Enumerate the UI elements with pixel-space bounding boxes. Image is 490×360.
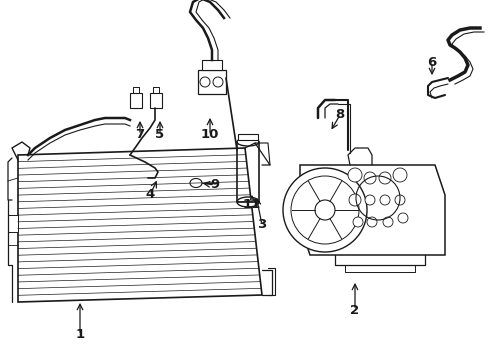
Circle shape: [398, 213, 408, 223]
Circle shape: [395, 195, 405, 205]
Circle shape: [367, 217, 377, 227]
Circle shape: [364, 172, 376, 184]
Ellipse shape: [237, 138, 259, 146]
Text: 3: 3: [257, 219, 267, 231]
Circle shape: [283, 168, 367, 252]
Circle shape: [315, 200, 335, 220]
Ellipse shape: [237, 197, 259, 207]
Polygon shape: [300, 165, 445, 255]
Circle shape: [353, 217, 363, 227]
Circle shape: [380, 195, 390, 205]
Text: 10: 10: [201, 129, 219, 141]
Text: 8: 8: [335, 108, 344, 122]
Circle shape: [365, 195, 375, 205]
Circle shape: [379, 172, 391, 184]
Circle shape: [348, 168, 362, 182]
Text: 11: 11: [243, 198, 261, 211]
Circle shape: [393, 168, 407, 182]
Polygon shape: [238, 134, 258, 140]
Polygon shape: [18, 148, 262, 302]
Text: 2: 2: [350, 303, 360, 316]
Polygon shape: [202, 60, 222, 70]
Polygon shape: [198, 70, 226, 94]
Text: 6: 6: [427, 55, 437, 68]
Text: 7: 7: [135, 129, 145, 141]
Circle shape: [383, 217, 393, 227]
Polygon shape: [150, 93, 162, 108]
Polygon shape: [130, 93, 142, 108]
Text: 4: 4: [146, 189, 155, 202]
Ellipse shape: [190, 179, 202, 188]
Text: 1: 1: [75, 328, 85, 342]
Text: 5: 5: [155, 129, 165, 141]
Circle shape: [349, 194, 361, 206]
Text: 9: 9: [210, 179, 220, 192]
Polygon shape: [8, 215, 18, 232]
